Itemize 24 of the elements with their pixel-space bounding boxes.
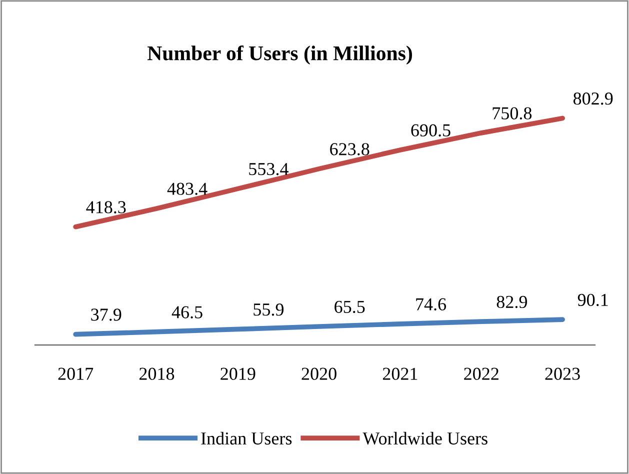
legend-label: Worldwide Users — [362, 432, 488, 445]
legend-label: Indian Users — [201, 432, 292, 445]
data-label: 623.8 — [330, 143, 370, 156]
chart-title: Number of Users (in Millions) — [147, 45, 412, 65]
x-tick-label: 2022 — [464, 368, 498, 380]
data-label: 46.5 — [172, 306, 202, 318]
x-tick-label: 2020 — [302, 368, 336, 380]
data-label: 82.9 — [496, 296, 527, 308]
data-label: 37.9 — [91, 308, 122, 321]
data-label: 65.5 — [334, 300, 365, 314]
data-label: 90.1 — [578, 294, 608, 306]
x-tick-label: 2019 — [220, 368, 256, 380]
data-label: 690.5 — [411, 124, 450, 137]
x-tick-label: 2018 — [139, 368, 174, 380]
x-tick-label: 2021 — [382, 368, 418, 380]
x-tick-label: 2017 — [58, 368, 94, 380]
data-label: 802.9 — [573, 92, 613, 105]
data-label: 553.4 — [249, 163, 288, 176]
data-label: 418.3 — [86, 201, 126, 214]
data-label: 483.4 — [167, 182, 208, 196]
x-tick-label: 2023 — [545, 368, 580, 380]
data-label: 750.8 — [492, 107, 532, 120]
data-label: 55.9 — [254, 304, 284, 316]
data-label: 74.6 — [416, 298, 446, 310]
